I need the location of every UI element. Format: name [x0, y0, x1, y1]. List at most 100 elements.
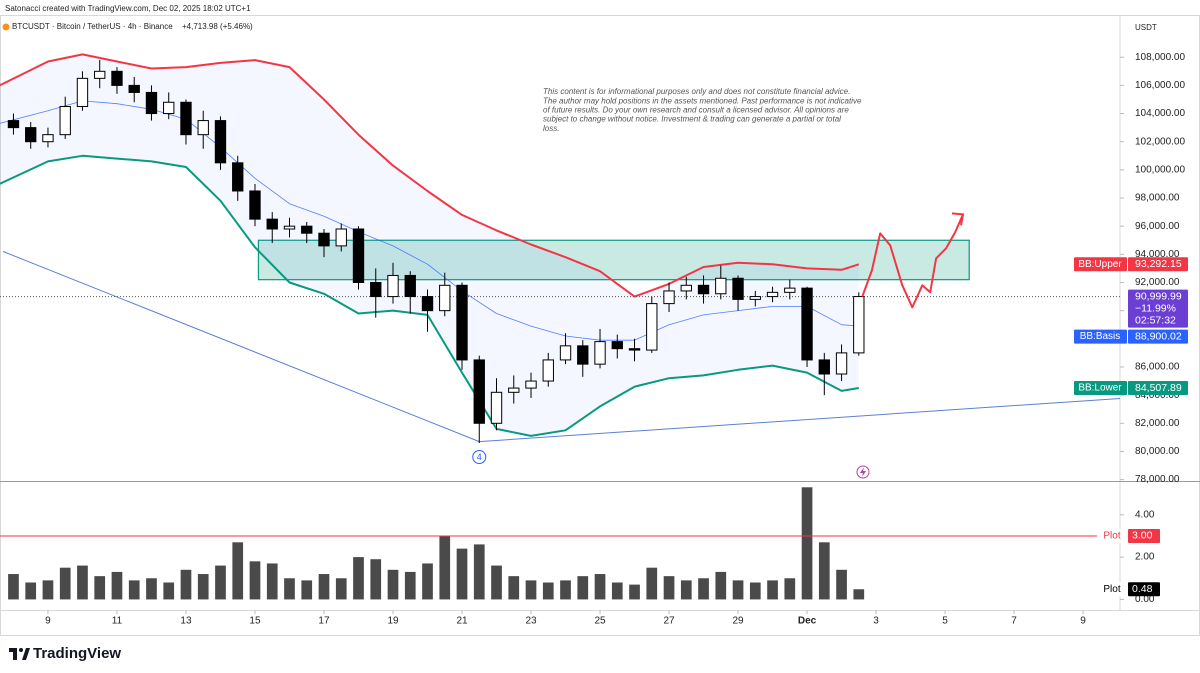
candle-body [370, 281, 382, 298]
candle-body [42, 134, 54, 143]
x-tick-label: 17 [318, 616, 330, 627]
y-tick-label: 104,000.00 [1135, 108, 1185, 119]
y-tick-label: 84,000.00 [1135, 390, 1180, 401]
candle-body [559, 345, 572, 361]
axis-value-box [1128, 582, 1160, 597]
volume-bar [629, 584, 640, 600]
x-tick-label: 9 [1080, 616, 1086, 627]
volume-bar [801, 487, 813, 600]
event-bolt [860, 467, 866, 477]
candle-body [59, 106, 71, 136]
x-tick-label: 27 [663, 616, 675, 627]
x-tick-label: 7 [1011, 616, 1017, 627]
disclaimer-line: This content is for informational purpos… [543, 87, 850, 96]
last-price-countdown: 02:57:32 [1135, 314, 1176, 326]
logo-part [22, 648, 30, 660]
candle-body [7, 120, 20, 129]
axis-value-box [1128, 380, 1188, 395]
y-tick-label: 100,000.00 [1135, 165, 1185, 176]
symbol: BTCUSDT · Bitcoin / TetherUS · 4h · Bina… [12, 22, 173, 31]
volume-bar [111, 571, 123, 600]
candle-body [318, 232, 330, 247]
disclaimer-line: The author may hold positions in the ass… [543, 96, 862, 105]
volume-bar [594, 574, 606, 600]
candle-body [508, 387, 520, 393]
volume-bar [836, 569, 847, 600]
volume-bar [25, 582, 37, 600]
candle-body [266, 218, 278, 230]
volume-bar [59, 567, 71, 600]
axis-value: 88,900.02 [1135, 330, 1182, 342]
candle-body [680, 284, 692, 292]
volume-bar [215, 565, 226, 600]
volume-bar [456, 548, 468, 600]
candle-body [249, 190, 261, 220]
candle-body [180, 101, 192, 136]
y-tick-label: 4.00 [1135, 509, 1155, 520]
axis-name-box [1074, 257, 1127, 272]
candle-body [766, 291, 779, 298]
volume-bar [577, 576, 589, 600]
candle-body [853, 296, 865, 354]
volume-bar [560, 580, 571, 600]
axis-value-box [1128, 329, 1188, 344]
candle-body [577, 345, 589, 365]
candle-body [163, 101, 175, 115]
candle-body [628, 348, 641, 351]
axis-name: Plot [1103, 531, 1120, 542]
volume-bar [77, 565, 88, 600]
axis-value: 0.48 [1132, 583, 1153, 595]
candle-body [801, 287, 813, 361]
volume-bar [387, 569, 399, 600]
candle-body [715, 277, 727, 295]
volume-bar [784, 578, 796, 600]
volume-bar [853, 589, 865, 600]
candle-body [145, 91, 158, 115]
candle-body [76, 77, 89, 108]
volume-bar [818, 542, 830, 600]
last-price-box [1128, 289, 1188, 328]
x-tick-label: 5 [942, 616, 948, 627]
x-tick-label: Dec [798, 616, 817, 627]
candle-body [128, 84, 140, 93]
volume-bar [197, 574, 209, 600]
volume-bar [249, 561, 261, 600]
candle-body [594, 341, 606, 365]
candle-body [214, 120, 227, 164]
candle-body [732, 277, 744, 300]
axis-value-box [1128, 528, 1160, 543]
volume-bar [42, 580, 54, 600]
disclaimer-line: of future results. Do your own research … [543, 106, 849, 115]
candle-body [749, 296, 761, 300]
x-tick-label: 3 [873, 616, 879, 627]
volume-pane [0, 487, 1120, 600]
volume-bar [680, 580, 692, 600]
volume-bar [163, 582, 175, 600]
volume-bar [266, 563, 278, 600]
volume-bar [301, 580, 313, 600]
volume-bar [749, 582, 761, 600]
candle-body [232, 162, 244, 192]
volume-bar [473, 544, 485, 600]
axis-value: 93,292.15 [1135, 258, 1182, 270]
volume-bar [663, 576, 675, 600]
candle-body [611, 341, 623, 350]
projection-arrow [951, 212, 965, 226]
axis-name-box [1074, 329, 1127, 344]
header: Satonacci created with TradingView.com, … [5, 4, 251, 13]
y-tick-label: 108,000.00 [1135, 52, 1185, 63]
volume-bar [525, 580, 537, 600]
axis-value: 84,507.89 [1135, 382, 1182, 394]
x-tick-label: 9 [45, 616, 51, 627]
y-tick-label: 102,000.00 [1135, 136, 1185, 147]
x-tick-label: 11 [112, 616, 123, 627]
trendline [2, 251, 480, 443]
candle-body [197, 120, 209, 136]
volume-bar [128, 580, 140, 600]
x-tick-label: 19 [387, 616, 399, 627]
candle-body [352, 228, 365, 283]
y-tick-label: 94,000.00 [1135, 249, 1180, 260]
x-tick-label: 23 [525, 616, 537, 627]
axis-value: 3.00 [1132, 530, 1153, 542]
